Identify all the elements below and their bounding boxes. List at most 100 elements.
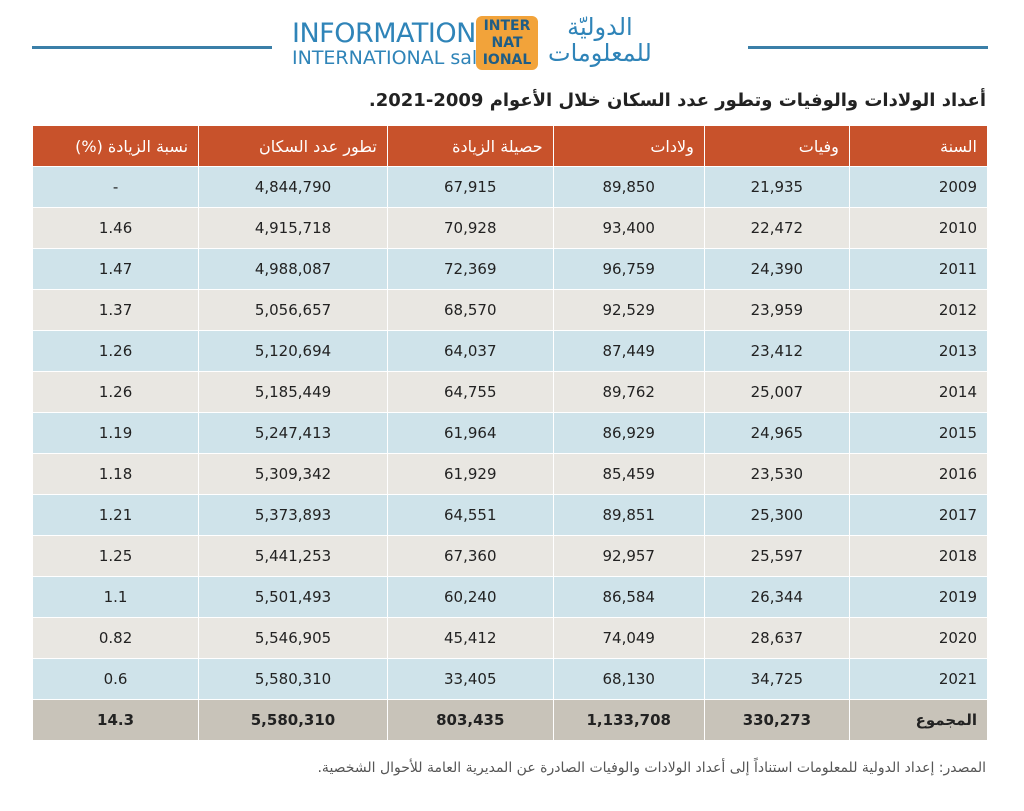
logo-arabic: الدوليّة للمعلومات [548, 14, 652, 66]
header-rule [32, 46, 272, 49]
column-header: حصيلة الزيادة [386, 125, 554, 167]
column-header: وفيات [703, 125, 850, 167]
table-cell: 61,929 [386, 453, 554, 495]
table-cell: 1.37 [31, 289, 200, 331]
table-cell: 5,501,493 [198, 576, 388, 618]
column-header: تطور عدد السكان [198, 125, 388, 167]
row-label: 2020 [848, 617, 989, 659]
table-cell: 0.82 [31, 617, 200, 659]
row-label: 2017 [848, 494, 989, 536]
table-cell: 5,309,342 [198, 453, 388, 495]
table-cell: 23,959 [703, 289, 850, 331]
data-table: السنة وفيات ولادات حصيلة الزيادة تطور عدد ال… [31, 125, 989, 741]
table-cell: 96,759 [552, 248, 705, 290]
table-cell: 68,570 [386, 289, 554, 331]
table-cell: 5,056,657 [198, 289, 388, 331]
table-row: 2013 23,412 87,449 64,037 5,120,694 1.26 [31, 330, 989, 372]
row-label: 2011 [848, 248, 989, 290]
row-label: 2021 [848, 658, 989, 700]
table-cell: 68,130 [552, 658, 705, 700]
table-cell: 45,412 [386, 617, 554, 659]
table-cell: 1.47 [31, 248, 200, 290]
table-row: 2009 21,935 89,850 67,915 4,844,790- [31, 166, 989, 208]
column-header: ولادات [552, 125, 705, 167]
logo-mark: INTER NAT IONAL [476, 16, 538, 70]
table-row: 2015 24,965 86,929 61,964 5,247,413 1.19 [31, 412, 989, 454]
table-cell: 92,957 [552, 535, 705, 577]
table-cell: 64,037 [386, 330, 554, 372]
table-cell: 89,850 [552, 166, 705, 208]
row-label: المجموع [848, 699, 989, 741]
table-cell: 1,133,708 [552, 699, 705, 741]
row-label: 2018 [848, 535, 989, 577]
row-label: 2015 [848, 412, 989, 454]
table-cell: 25,300 [703, 494, 850, 536]
table-cell: 93,400 [552, 207, 705, 249]
table-cell: 72,369 [386, 248, 554, 290]
logo-line: INTERNATIONAL sal [292, 47, 478, 69]
table-cell: 23,530 [703, 453, 850, 495]
table-cell: 25,597 [703, 535, 850, 577]
table-cell: 5,185,449 [198, 371, 388, 413]
row-label: 2009 [848, 166, 989, 208]
table-cell: 70,928 [386, 207, 554, 249]
table-cell: - [31, 166, 200, 208]
table-cell: 4,844,790 [198, 166, 388, 208]
table-cell: 5,120,694 [198, 330, 388, 372]
table-cell: 1.19 [31, 412, 200, 454]
logo-mark-line: INTER [483, 18, 531, 34]
table-row: 2016 23,530 85,459 61,929 5,309,342 1.18 [31, 453, 989, 495]
table-cell: 61,964 [386, 412, 554, 454]
table-cell: 5,247,413 [198, 412, 388, 454]
table-cell: 89,762 [552, 371, 705, 413]
table-row: 2021 34,725 68,130 33,405 5,580,310 0.6 [31, 658, 989, 700]
column-header: السنة [848, 125, 989, 167]
table-cell: 1.46 [31, 207, 200, 249]
table-row: 2020 28,637 74,049 45,412 5,546,905 0.82 [31, 617, 989, 659]
title: أعداد الولادات والوفيات وتطور عدد السكان… [368, 90, 986, 111]
logo-line: الدوليّة [567, 13, 633, 41]
header-rule [748, 46, 988, 49]
table-row: 2014 25,007 89,762 64,755 5,185,449 1.26 [31, 371, 989, 413]
table-cell: 330,273 [703, 699, 850, 741]
table-cell: 5,580,310 [198, 658, 388, 700]
table-cell: 87,449 [552, 330, 705, 372]
table-cell: 4,988,087 [198, 248, 388, 290]
table-cell: 5,373,893 [198, 494, 388, 536]
table-cell: 60,240 [386, 576, 554, 618]
table-cell: 86,584 [552, 576, 705, 618]
table-cell: 25,007 [703, 371, 850, 413]
table-row: 2018 25,597 92,957 67,360 5,441,253 1.25 [31, 535, 989, 577]
table-cell: 33,405 [386, 658, 554, 700]
row-label: 2016 [848, 453, 989, 495]
table-cell: 0.6 [31, 658, 200, 700]
total-row: المجموع 330,273 1,133,708 803,435 5,580,310 1… [31, 699, 989, 741]
table-cell: 34,725 [703, 658, 850, 700]
table-cell: 74,049 [552, 617, 705, 659]
table-cell: 5,441,253 [198, 535, 388, 577]
column-header: نسبة الزيادة (%) [31, 125, 200, 167]
table-cell: 64,755 [386, 371, 554, 413]
row-label: 2010 [848, 207, 989, 249]
table-cell: 5,546,905 [198, 617, 388, 659]
table-row: 2017 25,300 89,851 64,551 5,373,893 1.21 [31, 494, 989, 536]
table-cell: 22,472 [703, 207, 850, 249]
table-cell: 1.26 [31, 330, 200, 372]
table-cell: 1.26 [31, 371, 200, 413]
logo-mark-line: NAT [491, 35, 523, 51]
row-label: 2012 [848, 289, 989, 331]
table-row: 2012 23,959 92,529 68,570 5,056,657 1.37 [31, 289, 989, 331]
table-cell: 89,851 [552, 494, 705, 536]
table-row: 2019 26,344 86,584 60,240 5,501,493 1.1 [31, 576, 989, 618]
row-label: 2013 [848, 330, 989, 372]
row-label: 2014 [848, 371, 989, 413]
table-cell: 92,529 [552, 289, 705, 331]
table-cell: 4,915,718 [198, 207, 388, 249]
row-label: 2019 [848, 576, 989, 618]
table-cell: 803,435 [386, 699, 554, 741]
table-cell: 23,412 [703, 330, 850, 372]
table-cell: 5,580,310 [198, 699, 388, 741]
table-cell: 21,935 [703, 166, 850, 208]
logo-line: للمعلومات [548, 39, 652, 67]
